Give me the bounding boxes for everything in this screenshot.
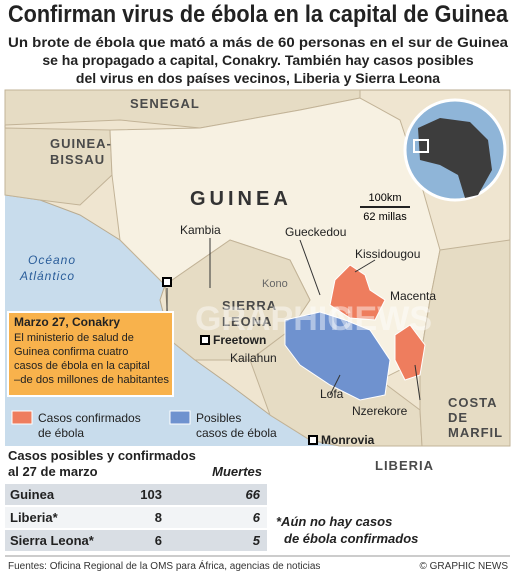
town-label: Macenta bbox=[390, 289, 436, 303]
map: 100km 62 millas SENEGAL GUINEA- BISSAU G… bbox=[4, 89, 511, 473]
globe-land bbox=[418, 118, 492, 198]
legend-swatch bbox=[169, 410, 191, 425]
country-label: GUINEA bbox=[190, 188, 292, 210]
city-marker bbox=[162, 277, 172, 287]
scale-km: 100km bbox=[368, 192, 401, 204]
town-label: Kono bbox=[262, 278, 288, 290]
deaths-cell: 5 bbox=[253, 533, 261, 548]
legend-label: Posibles bbox=[196, 411, 241, 425]
cases-cell: 103 bbox=[140, 487, 162, 502]
table-title: al 27 de marzo bbox=[8, 464, 98, 479]
cases-cell: 6 bbox=[155, 533, 162, 548]
footnote: de ébola confirmados bbox=[284, 531, 418, 546]
country-label: GUINEA- bbox=[50, 136, 112, 151]
credit: © GRAPHIC NEWS bbox=[420, 561, 509, 572]
table-title: Casos posibles y confirmados bbox=[8, 448, 196, 463]
subtitle: del virus en dos países vecinos, Liberia… bbox=[76, 70, 440, 86]
legend-label: Casos confirmados bbox=[38, 411, 141, 425]
watermark: GRAPHIC bbox=[195, 300, 352, 338]
leader-lines bbox=[166, 238, 421, 401]
country-cell: Guinea bbox=[10, 487, 55, 502]
confirmed-area bbox=[329, 264, 386, 321]
country-label: COSTA bbox=[448, 395, 498, 410]
possible-area bbox=[284, 311, 391, 401]
city-marker bbox=[308, 435, 318, 445]
scale-miles: 62 millas bbox=[363, 211, 407, 223]
footnote: *Aún no hay casos bbox=[276, 514, 392, 529]
legend-label: de ébola bbox=[38, 426, 84, 440]
legend-swatch bbox=[11, 410, 33, 425]
deaths-cell: 66 bbox=[246, 487, 261, 502]
cases-cell: 8 bbox=[155, 510, 162, 525]
deaths-cell: 6 bbox=[253, 510, 261, 525]
table: Casos posibles y confirmados al 27 de ma… bbox=[5, 448, 267, 551]
country-label: LIBERIA bbox=[375, 458, 434, 473]
town-label: Monrovia bbox=[321, 433, 375, 447]
callout-box bbox=[7, 311, 174, 397]
table-row bbox=[5, 484, 267, 505]
table-row bbox=[5, 507, 267, 528]
town-label: Kissidougou bbox=[355, 247, 420, 261]
country-label: SIERRA bbox=[222, 298, 277, 313]
callout-text: El ministerio de salud de bbox=[14, 332, 134, 344]
ocean-label: Atlántico bbox=[19, 269, 75, 283]
country-label: BISSAU bbox=[50, 152, 105, 167]
legend-label: casos de ébola bbox=[196, 426, 277, 440]
town-label: Kambia bbox=[180, 223, 221, 237]
title: Confirman virus de ébola en la capital d… bbox=[8, 1, 509, 28]
town-label: Kailahun bbox=[230, 351, 277, 365]
source: Fuentes: Oficina Regional de la OMS para… bbox=[8, 559, 320, 572]
subtitle: se ha propagado a capital, Conakry. Tamb… bbox=[42, 52, 474, 68]
confirmed-area bbox=[394, 324, 426, 381]
country-label: SENEGAL bbox=[130, 96, 200, 111]
country-cell: Sierra Leona* bbox=[10, 533, 95, 548]
callout-text: casos de ébola en la capital bbox=[14, 360, 150, 372]
subtitle: Un brote de ébola que mató a más de 60 p… bbox=[8, 34, 508, 50]
city-marker bbox=[200, 335, 210, 345]
watermark: NEWS bbox=[330, 300, 432, 338]
country-label: LEONA bbox=[222, 314, 273, 329]
town-label: Nzerekore bbox=[352, 404, 408, 418]
ocean-label: Océano bbox=[28, 253, 76, 267]
town-label: Gueckedou bbox=[285, 225, 346, 239]
callout-text: Guinea confirma cuatro bbox=[14, 346, 128, 358]
country-cell: Liberia* bbox=[10, 510, 59, 525]
globe-marker bbox=[413, 139, 429, 153]
country-label: DE bbox=[448, 410, 468, 425]
deaths-header: Muertes bbox=[212, 464, 262, 479]
callout-text: –de dos millones de habitantes bbox=[14, 374, 169, 386]
table-row bbox=[5, 530, 267, 551]
country-label: MARFIL bbox=[448, 425, 503, 440]
town-label: Freetown bbox=[213, 333, 266, 347]
cote-divoire bbox=[419, 239, 511, 447]
town-label: Lofa bbox=[320, 387, 344, 401]
callout-title: Marzo 27, Conakry bbox=[14, 315, 120, 329]
